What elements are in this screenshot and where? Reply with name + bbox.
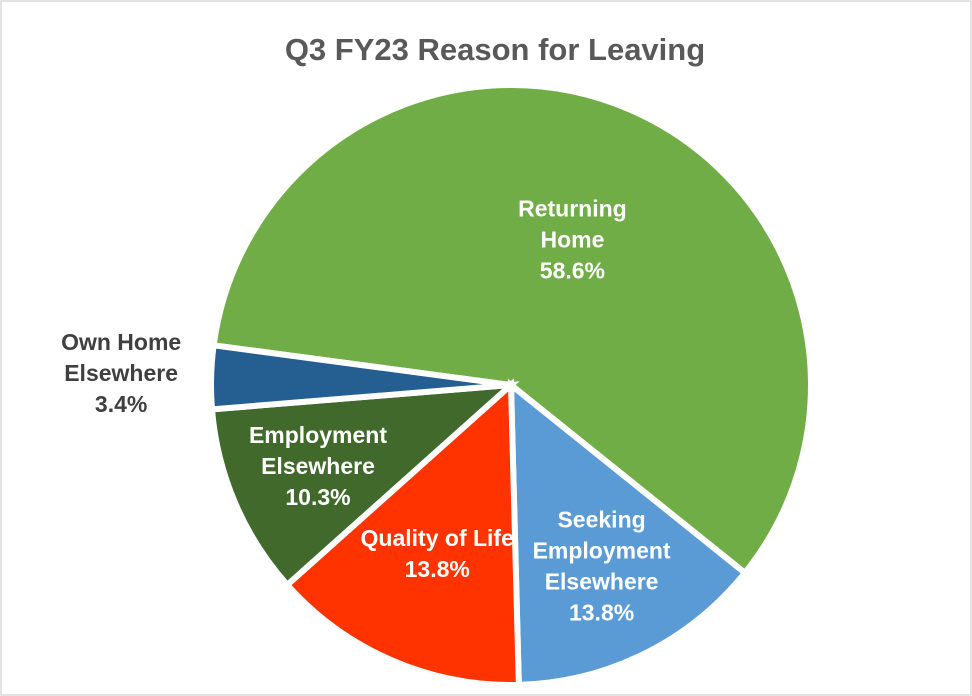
category-line: Elsewhere: [261, 453, 375, 479]
category-label: Seeking Employment Elsewhere: [533, 506, 671, 594]
value-label: 58.6%: [540, 258, 605, 284]
slice-label: Employment Elsewhere 10.3%: [249, 422, 387, 510]
category-line: Returning: [518, 196, 627, 222]
category-label: Employment Elsewhere: [249, 422, 387, 479]
pie-slice: [210, 82, 814, 578]
pie-slice: [208, 381, 520, 590]
category-line: Quality of Life: [361, 525, 514, 551]
slice-label: Own Home Elsewhere 3.4%: [61, 329, 181, 417]
value-label: 3.4%: [95, 391, 147, 417]
pie-slice: [507, 378, 750, 688]
slice-label: Seeking Employment Elsewhere 13.8%: [533, 506, 671, 625]
slice-label: Returning Home 58.6%: [518, 196, 627, 284]
pie-slice: [283, 378, 522, 688]
chart-title: Q3 FY23 Reason for Leaving: [285, 32, 705, 67]
category-label: Returning Home: [518, 196, 627, 253]
value-label: 13.8%: [569, 599, 634, 625]
category-label: Own Home Elsewhere: [61, 329, 181, 386]
pie-slice: [208, 341, 512, 413]
value-label: 10.3%: [285, 484, 350, 510]
slice-label: Quality of Life 13.8%: [361, 525, 514, 582]
category-line: Employment: [249, 422, 387, 448]
category-line: Seeking: [557, 506, 645, 532]
category-line: Elsewhere: [545, 568, 659, 594]
value-label: 13.8%: [405, 556, 470, 582]
category-label: Quality of Life: [361, 525, 514, 551]
category-line: Own Home: [61, 329, 181, 355]
category-line: Employment: [533, 537, 671, 563]
category-line: Home: [540, 227, 604, 253]
category-line: Elsewhere: [64, 360, 178, 386]
